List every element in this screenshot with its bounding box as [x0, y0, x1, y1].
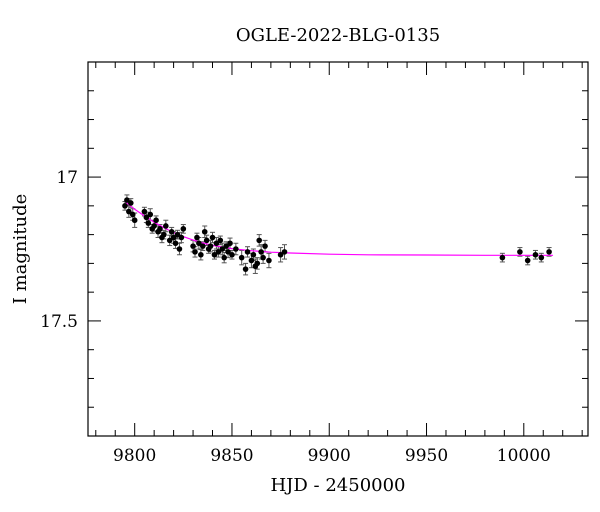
data-point	[163, 223, 169, 229]
data-point	[254, 260, 261, 267]
data-point	[176, 246, 183, 252]
data-point	[190, 243, 196, 249]
data-point	[229, 251, 235, 258]
data-point	[517, 249, 523, 255]
data-point	[194, 234, 200, 241]
data-point	[168, 228, 175, 235]
data-point	[238, 254, 245, 261]
data-point	[196, 240, 202, 247]
data-point	[260, 254, 266, 261]
data-point	[161, 231, 167, 238]
data-point	[124, 197, 130, 203]
data-point	[145, 220, 152, 226]
data-point	[219, 246, 226, 252]
data-point	[157, 226, 163, 232]
data-point	[151, 223, 157, 229]
data-point	[266, 257, 272, 264]
data-point	[153, 217, 159, 224]
data-point	[201, 228, 208, 235]
data-point	[258, 249, 264, 255]
data-point	[178, 234, 185, 241]
x-tick-label: 10000	[497, 446, 551, 466]
data-point	[499, 254, 506, 261]
data-point	[532, 251, 539, 258]
data-point	[546, 249, 552, 255]
data-point	[227, 240, 233, 247]
data-point	[209, 234, 216, 241]
data-point	[277, 251, 284, 258]
data-point	[244, 249, 251, 255]
data-point	[170, 234, 177, 241]
data-point	[199, 243, 206, 249]
data-point	[198, 251, 204, 258]
chart-title: OGLE-2022-BLG-0135	[236, 25, 440, 46]
data-point	[248, 257, 255, 264]
data-point	[203, 237, 210, 244]
data-point	[147, 211, 154, 218]
data-point	[128, 200, 134, 206]
data-point	[223, 243, 229, 249]
axis-ticks	[88, 62, 588, 436]
data-point	[233, 246, 239, 252]
data-point	[225, 249, 231, 255]
x-tick-label: 9950	[405, 446, 448, 466]
data-point	[211, 251, 218, 258]
x-tick-label: 9850	[210, 446, 253, 466]
data-point	[131, 217, 138, 224]
data-point	[141, 208, 148, 215]
data-point	[166, 237, 173, 244]
data-point	[262, 243, 268, 249]
data-point	[242, 266, 249, 272]
data-point	[192, 249, 198, 255]
data-point	[129, 211, 136, 218]
data-point	[250, 251, 257, 258]
data-point	[281, 249, 288, 255]
data-point	[180, 226, 187, 232]
y-tick-label: 17	[56, 168, 78, 188]
data-point	[143, 214, 150, 221]
x-tick-label: 9800	[113, 446, 156, 466]
plot-frame	[87, 61, 589, 437]
data-point	[538, 254, 545, 261]
data-point	[126, 208, 132, 215]
data-point	[122, 203, 128, 209]
data-point	[524, 257, 531, 264]
data-point	[213, 240, 220, 247]
error-bars	[122, 194, 552, 276]
data-point	[217, 237, 224, 244]
tick-labels: 9800 9850 9900 9950 10000 17 17.5	[40, 168, 551, 466]
model-curve	[124, 201, 553, 256]
data-point	[215, 249, 222, 255]
x-axis-label: HJD - 2450000	[270, 475, 405, 496]
data-points	[122, 197, 552, 272]
x-tick-label: 9900	[308, 446, 351, 466]
data-point	[174, 231, 181, 238]
y-axis-label: I magnitude	[10, 194, 31, 305]
y-tick-label: 17.5	[40, 312, 78, 332]
data-point	[172, 240, 179, 247]
data-point	[256, 237, 263, 244]
data-point	[207, 243, 214, 249]
data-point	[221, 254, 227, 261]
